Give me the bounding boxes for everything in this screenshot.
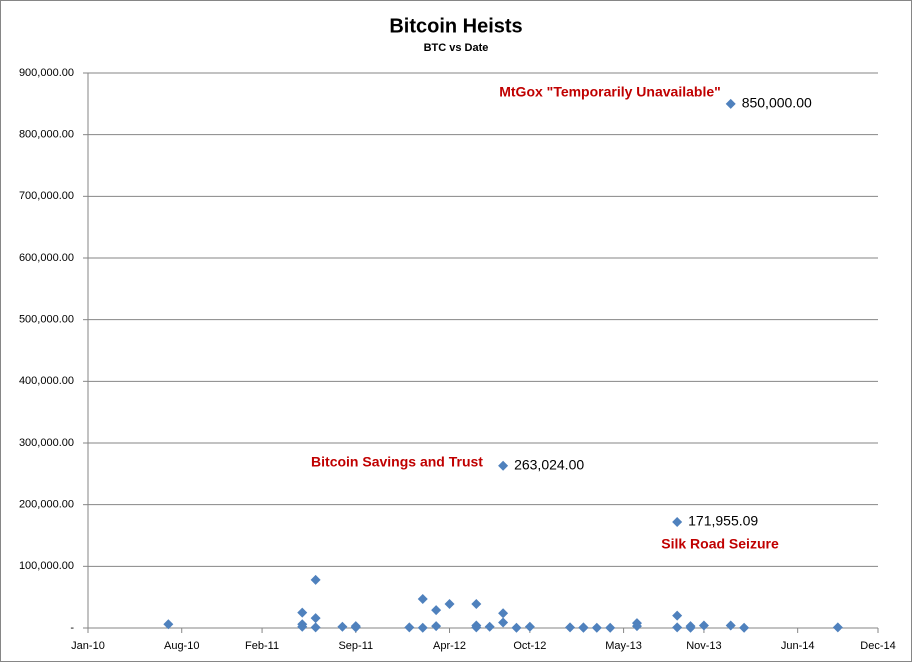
data-point — [310, 622, 321, 633]
y-tick-label: 200,000.00 — [19, 499, 74, 511]
data-point — [297, 607, 308, 618]
data-point — [498, 460, 509, 471]
x-tick-label: Oct-12 — [513, 640, 546, 652]
data-point — [471, 622, 482, 633]
data-point — [591, 622, 602, 633]
annotation: Bitcoin Savings and Trust — [311, 454, 483, 470]
data-point — [498, 608, 509, 619]
data-point — [350, 622, 361, 633]
data-point — [297, 619, 308, 630]
data-point — [631, 621, 642, 632]
y-tick-label: 700,000.00 — [19, 190, 74, 202]
y-tick-label: 300,000.00 — [19, 437, 74, 449]
data-point — [163, 619, 174, 630]
data-point — [725, 98, 736, 109]
y-tick-label: 600,000.00 — [19, 252, 74, 264]
y-tick-label: 800,000.00 — [19, 129, 74, 141]
x-tick-label: Feb-11 — [245, 640, 279, 652]
x-tick-label: Jun-14 — [781, 640, 815, 652]
y-tick-label: 400,000.00 — [19, 375, 74, 387]
data-point — [417, 594, 428, 605]
data-point — [685, 622, 696, 633]
data-point — [471, 598, 482, 609]
y-tick-label: 900,000.00 — [19, 67, 74, 79]
data-label: 263,024.00 — [514, 457, 584, 473]
chart-title: Bitcoin Heists — [389, 15, 522, 37]
data-point — [672, 516, 683, 527]
annotation: MtGox "Temporarily Unavailable" — [499, 84, 721, 100]
chart-subtitle: BTC vs Date — [424, 42, 489, 54]
data-point — [672, 622, 683, 633]
data-label: 171,955.09 — [688, 513, 758, 529]
data-point — [310, 613, 321, 624]
data-point — [725, 620, 736, 631]
y-tick-label: 500,000.00 — [19, 314, 74, 326]
x-tick-label: Sep-11 — [338, 640, 373, 652]
y-tick-label: 100,000.00 — [19, 560, 74, 572]
x-tick-label: May-13 — [605, 640, 642, 652]
x-tick-label: Apr-12 — [433, 640, 466, 652]
data-point — [739, 622, 750, 633]
data-point — [431, 605, 442, 616]
x-tick-label: Jan-10 — [71, 640, 105, 652]
x-tick-label: Nov-13 — [686, 640, 721, 652]
data-point — [698, 620, 709, 631]
data-point — [498, 617, 509, 628]
data-point — [484, 621, 495, 632]
data-point — [431, 621, 442, 632]
x-tick-label: Aug-10 — [164, 640, 199, 652]
data-point — [444, 598, 455, 609]
data-point — [524, 621, 535, 632]
data-point — [832, 622, 843, 633]
x-tick-label: Dec-14 — [860, 640, 895, 652]
data-point — [310, 574, 321, 585]
data-point — [565, 622, 576, 633]
data-point — [578, 622, 589, 633]
data-point — [337, 621, 348, 632]
data-point — [511, 622, 522, 633]
data-label: 850,000.00 — [742, 95, 812, 111]
data-point — [404, 622, 415, 633]
y-tick-label: - — [70, 622, 74, 634]
data-point — [417, 622, 428, 633]
data-point — [605, 622, 616, 633]
annotation: Silk Road Seizure — [661, 536, 779, 552]
data-point — [672, 610, 683, 621]
